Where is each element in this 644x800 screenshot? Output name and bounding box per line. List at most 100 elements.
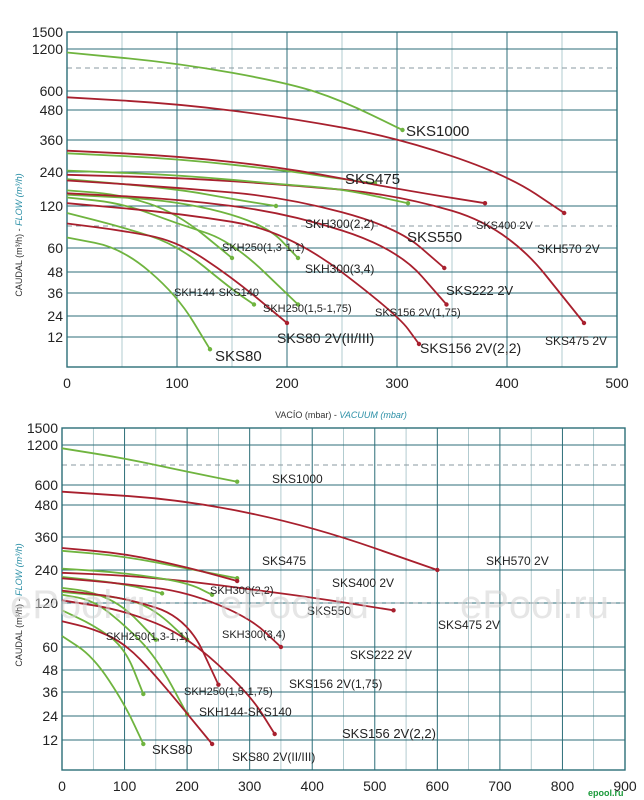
series-line bbox=[61, 490, 438, 571]
series-end-marker bbox=[229, 255, 235, 261]
series-end-marker bbox=[141, 691, 146, 697]
series-end-marker bbox=[216, 682, 221, 687]
series-end-marker bbox=[416, 341, 422, 347]
series-label: SKS156 2V(1,75) bbox=[375, 307, 461, 319]
series-line bbox=[61, 571, 394, 612]
series-label: SKS80 2V(II/III) bbox=[232, 750, 315, 764]
series-end-marker bbox=[141, 741, 146, 747]
x-tick-label: 200 bbox=[175, 778, 199, 794]
series-label: SKH250(1,5-1,75) bbox=[184, 686, 273, 698]
series-end-marker bbox=[251, 302, 257, 307]
chart-2-y-axis-label: CAUDAL (m³/h) - FLOW (m³/h) bbox=[14, 543, 24, 666]
series-label: SKH250(1,5-1,75) bbox=[263, 303, 352, 315]
series-label: SKS475 bbox=[345, 171, 400, 188]
series-end-marker bbox=[482, 200, 488, 206]
y-tick-label: 48 bbox=[47, 264, 63, 280]
series-label: SKH250(1,3-1,1) bbox=[222, 242, 305, 254]
series-line bbox=[66, 222, 288, 324]
series-label: SKS475 2V bbox=[438, 618, 500, 632]
series-line bbox=[66, 51, 403, 131]
series-end-marker bbox=[234, 479, 240, 484]
series-end-marker bbox=[435, 567, 440, 573]
series-line bbox=[66, 236, 211, 350]
y-tick-label: 240 bbox=[35, 562, 59, 578]
y-tick-label: 1500 bbox=[32, 24, 63, 40]
series-end-marker bbox=[581, 320, 587, 326]
series-end-marker bbox=[153, 637, 159, 642]
series-end-marker bbox=[207, 347, 213, 352]
y-tick-label: 1200 bbox=[32, 41, 63, 57]
series-line bbox=[66, 192, 448, 306]
series-label: SKH570 2V bbox=[537, 242, 600, 256]
series-line bbox=[61, 447, 238, 483]
series-label: SKH144-SKS140 bbox=[199, 705, 292, 719]
chart-1-x-ticks: 0 100 200 300 400 500 bbox=[63, 375, 629, 391]
series-end-marker bbox=[273, 203, 279, 209]
x-tick-label: 400 bbox=[495, 375, 519, 391]
series-label: SKS550 bbox=[407, 229, 462, 246]
x-tick-label: 0 bbox=[58, 778, 66, 794]
y-tick-label: 48 bbox=[42, 662, 58, 678]
series-end-marker bbox=[295, 302, 301, 307]
series-label: SKS156 2V(2,2) bbox=[420, 340, 521, 356]
series-label: SKH144-SKS140 bbox=[174, 287, 259, 299]
y-tick-label: 24 bbox=[47, 308, 63, 324]
series-line bbox=[61, 599, 276, 735]
series-line bbox=[61, 635, 145, 745]
x-tick-label: 500 bbox=[363, 778, 387, 794]
series-end-marker bbox=[234, 578, 240, 584]
series-end-marker bbox=[391, 608, 396, 613]
y-tick-label: 360 bbox=[35, 529, 59, 545]
series-label: SKS1000 bbox=[272, 472, 323, 486]
series-line bbox=[66, 202, 420, 345]
y-tick-label: 36 bbox=[42, 684, 58, 700]
y-tick-label: 12 bbox=[42, 732, 58, 748]
series-label: SKS80 2V(II/III) bbox=[277, 330, 374, 346]
series-line bbox=[66, 179, 445, 269]
plot-frame bbox=[61, 427, 626, 771]
x-tick-label: 100 bbox=[165, 375, 189, 391]
y-tick-label: 480 bbox=[35, 497, 59, 513]
series-end-marker bbox=[284, 320, 290, 326]
chart-1-series-labels: SKS1000 SKH570 2V SKS475 SKS400 2V SKS475 2V… bbox=[174, 123, 607, 365]
series-label: SKS222 2V bbox=[350, 648, 412, 662]
x-tick-label: 900 bbox=[613, 778, 637, 794]
y-tick-label: 60 bbox=[47, 240, 63, 256]
watermark-3: ePool.ru bbox=[460, 583, 609, 627]
series-label: SKH250(1,3-1,1) bbox=[106, 631, 189, 643]
series-label: SKS222 2V bbox=[446, 283, 514, 298]
chart-2-curves bbox=[61, 447, 440, 747]
y-tick-label: 24 bbox=[42, 708, 58, 724]
series-end-marker bbox=[295, 255, 301, 261]
series-end-marker bbox=[442, 265, 447, 271]
series-label: SKS400 2V bbox=[332, 576, 394, 590]
x-tick-label: 400 bbox=[301, 778, 325, 794]
x-tick-label: 600 bbox=[426, 778, 450, 794]
series-label: SKH570 2V bbox=[486, 554, 549, 568]
y-tick-label: 1200 bbox=[27, 437, 58, 453]
series-end-marker bbox=[272, 731, 277, 737]
series-end-marker bbox=[405, 200, 411, 206]
y-tick-label: 120 bbox=[35, 595, 59, 611]
plot-frame bbox=[66, 31, 618, 368]
series-label: SKS400 2V bbox=[476, 220, 534, 232]
chart-1-y-axis-label: CAUDAL (m³/h) - FLOW (m³/h) bbox=[14, 173, 24, 296]
chart-1-grid bbox=[66, 31, 618, 368]
series-label: SKS156 2V(1,75) bbox=[289, 677, 382, 691]
series-end-marker bbox=[209, 741, 215, 747]
series-label: SKS156 2V(2,2) bbox=[342, 726, 436, 741]
x-tick-label: 0 bbox=[63, 375, 71, 391]
x-tick-label: 300 bbox=[238, 778, 262, 794]
chart-1-curves bbox=[66, 51, 587, 352]
series-label: SKH300(3,4) bbox=[305, 262, 374, 276]
series-line bbox=[66, 169, 409, 205]
series-line bbox=[66, 96, 565, 214]
series-end-marker bbox=[400, 127, 405, 133]
brand-logo: epool.ru bbox=[588, 788, 624, 798]
x-tick-label: 100 bbox=[113, 778, 137, 794]
series-end-marker bbox=[562, 210, 567, 216]
